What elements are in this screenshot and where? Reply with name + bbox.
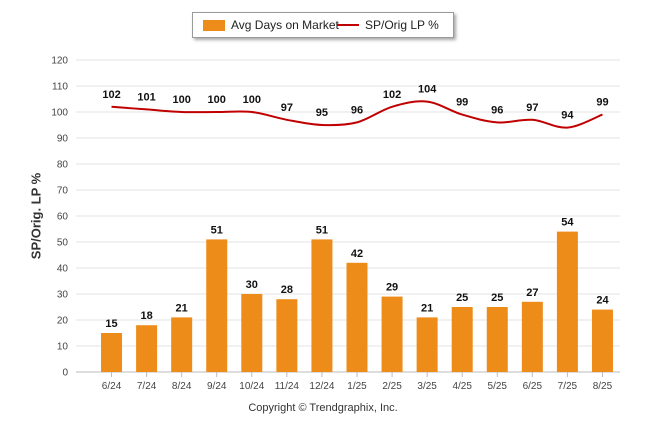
bar xyxy=(521,301,543,372)
bar xyxy=(486,307,508,372)
y-tick-label: 40 xyxy=(57,264,69,275)
line-data-label: 95 xyxy=(316,107,328,119)
line-data-label: 102 xyxy=(102,89,120,101)
line-data-label: 100 xyxy=(243,94,261,106)
y-tick-label: 10 xyxy=(57,342,69,353)
line-data-label: 97 xyxy=(526,102,538,114)
legend-label-line: SP/Orig LP % xyxy=(365,18,439,32)
bar xyxy=(591,309,613,372)
bar-data-label: 21 xyxy=(176,302,188,314)
y-axis-label: SP/Orig. LP % xyxy=(28,172,44,260)
y-tick-label: 0 xyxy=(62,368,68,379)
bar-data-label: 28 xyxy=(281,284,293,296)
y-tick-label: 70 xyxy=(57,186,69,197)
series-line xyxy=(111,100,603,129)
bar xyxy=(556,231,578,372)
bar-data-label: 18 xyxy=(140,310,152,322)
bar xyxy=(346,262,368,372)
x-tick-label: 12/24 xyxy=(309,381,334,392)
x-tick-label: 10/24 xyxy=(239,381,264,392)
y-tick-label: 80 xyxy=(57,160,69,171)
bar-data-label: 24 xyxy=(596,295,609,307)
bar-data-label: 51 xyxy=(211,224,223,236)
bar xyxy=(136,325,158,372)
legend-swatch-line xyxy=(337,24,359,26)
x-tick-label: 5/25 xyxy=(488,381,508,392)
x-tick-label: 6/25 xyxy=(523,381,543,392)
line-data-label: 100 xyxy=(208,94,226,106)
bar-data-label: 54 xyxy=(561,217,574,229)
line-data-label: 101 xyxy=(137,91,155,103)
y-tick-label: 30 xyxy=(57,290,69,301)
x-tick-label: 6/24 xyxy=(102,381,122,392)
copyright-text: Copyright © Trendgraphix, Inc. xyxy=(248,402,398,414)
x-tick-label: 8/24 xyxy=(172,381,192,392)
x-tick-label: 7/25 xyxy=(558,381,578,392)
bar xyxy=(311,239,333,372)
y-tick-label: 120 xyxy=(51,56,68,67)
line-data-label: 97 xyxy=(281,102,293,114)
bar xyxy=(451,307,473,372)
line-data-label: 99 xyxy=(596,97,608,109)
legend: Avg Days on Market SP/Orig LP % xyxy=(192,12,454,38)
bar xyxy=(381,296,403,372)
x-tick-label: 3/25 xyxy=(417,381,437,392)
bar-data-label: 30 xyxy=(246,279,258,291)
bar xyxy=(241,294,263,372)
legend-item-line: SP/Orig LP % xyxy=(337,18,439,32)
x-tick-label: 2/25 xyxy=(382,381,402,392)
line-data-label: 96 xyxy=(351,104,363,116)
bar-data-label: 25 xyxy=(491,292,503,304)
y-tick-label: 100 xyxy=(51,108,68,119)
y-tick-label: 60 xyxy=(57,212,69,223)
bar-data-label: 29 xyxy=(386,282,398,294)
bar-data-label: 42 xyxy=(351,248,363,260)
line-data-label: 96 xyxy=(491,104,503,116)
bar-data-label: 15 xyxy=(105,318,117,330)
legend-item-bar: Avg Days on Market xyxy=(203,18,339,32)
line-data-label: 99 xyxy=(456,97,468,109)
bar-data-label: 25 xyxy=(456,292,468,304)
bar-data-label: 27 xyxy=(526,287,538,299)
bar xyxy=(206,239,228,372)
bar xyxy=(276,299,298,372)
y-tick-label: 90 xyxy=(57,134,69,145)
x-tick-label: 7/24 xyxy=(137,381,157,392)
line-data-label: 100 xyxy=(172,94,190,106)
y-tick-label: 20 xyxy=(57,316,69,327)
legend-label-bar: Avg Days on Market xyxy=(231,18,339,32)
y-tick-label: 50 xyxy=(57,238,69,249)
bar-data-label: 21 xyxy=(421,302,433,314)
legend-swatch-bar xyxy=(203,19,225,31)
x-tick-label: 9/24 xyxy=(207,381,227,392)
line-data-label: 104 xyxy=(418,84,437,96)
line-data-label: 102 xyxy=(383,89,401,101)
line-data-label: 94 xyxy=(561,110,574,122)
bar xyxy=(171,317,193,372)
x-tick-label: 8/25 xyxy=(593,381,613,392)
y-tick-label: 110 xyxy=(52,82,68,93)
bar xyxy=(101,333,123,372)
bar xyxy=(416,317,438,372)
bar-data-label: 51 xyxy=(316,224,328,236)
x-tick-label: 1/25 xyxy=(347,381,367,392)
x-tick-label: 11/24 xyxy=(275,381,300,392)
x-tick-label: 4/25 xyxy=(452,381,472,392)
